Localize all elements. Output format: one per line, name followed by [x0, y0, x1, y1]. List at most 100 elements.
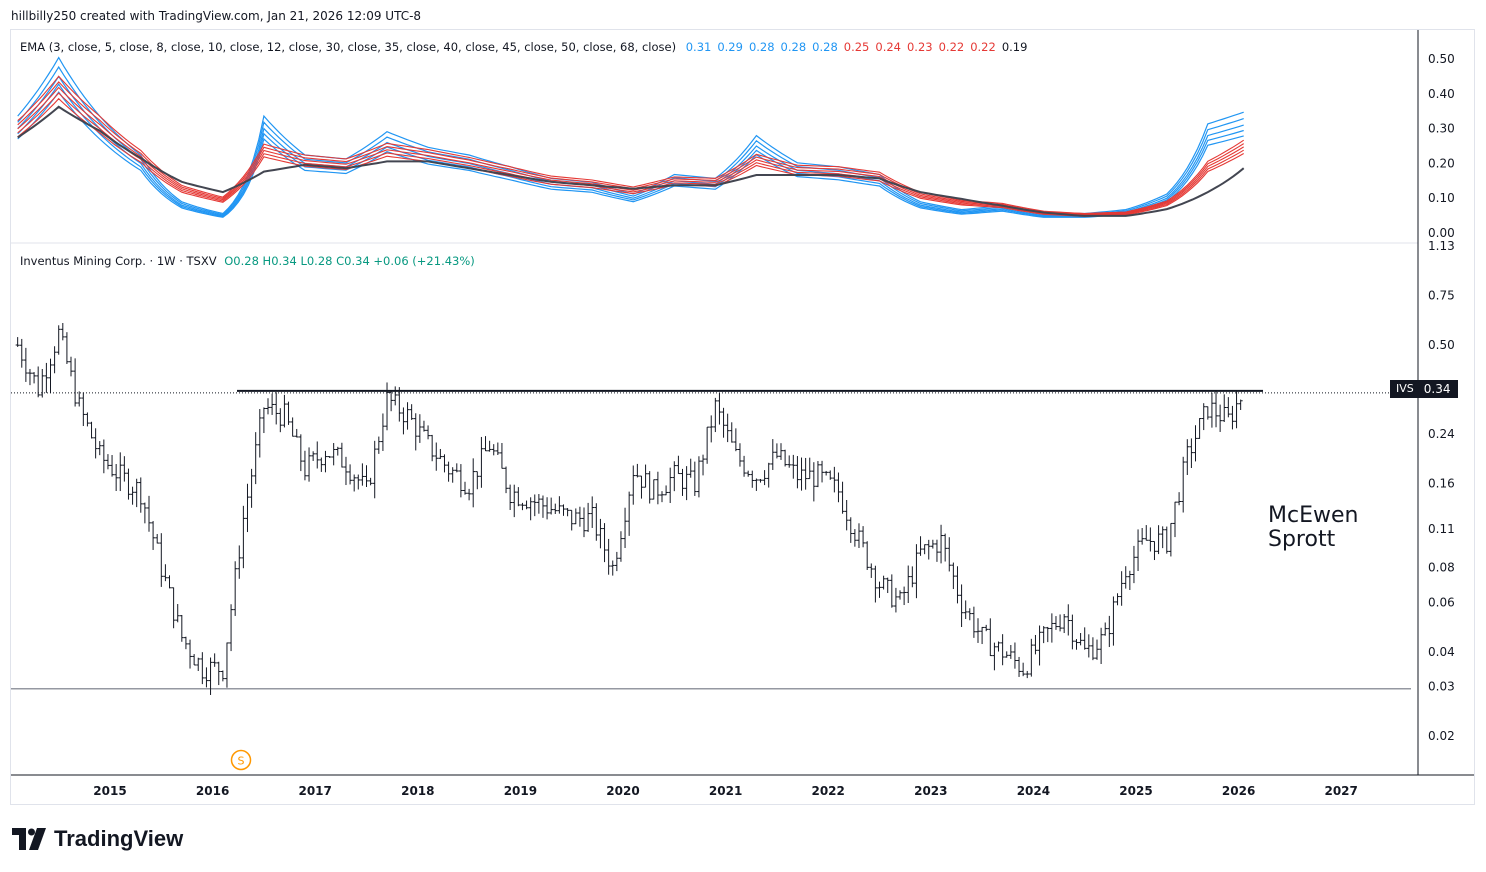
price-bar: [947, 537, 952, 572]
price-bar: [844, 499, 849, 531]
price-bar: [311, 451, 316, 461]
price-bar: [508, 484, 513, 510]
price-bar: [893, 587, 898, 613]
price-bar: [249, 468, 254, 508]
price-bar: [598, 518, 603, 549]
ema-plot: [17, 56, 1245, 218]
price-bar: [590, 496, 595, 528]
price-bar: [167, 575, 172, 589]
ema-value-8: 0.22: [938, 40, 965, 54]
price-bar: [684, 466, 689, 501]
price-bar: [1234, 391, 1239, 429]
price-bar: [352, 474, 357, 492]
price-bar: [60, 322, 65, 341]
price-bar: [577, 506, 582, 527]
split-marker[interactable]: [230, 749, 252, 771]
price-bar: [635, 463, 640, 478]
price-plot: [11, 322, 1418, 695]
price-bar: [861, 526, 866, 548]
last-price-value: 0.34: [1419, 380, 1459, 398]
price-bar: [192, 654, 197, 666]
price-bar: [1111, 596, 1116, 646]
price-bar: [725, 413, 730, 443]
price-bar: [623, 507, 628, 549]
price-bar: [85, 412, 90, 427]
price-bar: [1070, 614, 1075, 650]
price-bar: [955, 566, 960, 604]
price-y-tick-label: 0.06: [1428, 596, 1455, 610]
price-y-tick-label: 0.16: [1428, 476, 1455, 490]
price-bar: [183, 636, 188, 650]
price-bar: [335, 446, 340, 456]
price-bar: [389, 390, 394, 412]
ema-y-tick-label: 0.50: [1428, 52, 1455, 66]
price-bar: [122, 456, 127, 482]
price-y-tick-label: 0.24: [1428, 427, 1455, 441]
price-bar: [491, 444, 496, 456]
price-bar: [77, 391, 82, 407]
price-bar: [939, 524, 944, 564]
price-bar: [1012, 642, 1017, 669]
price-bar: [1222, 394, 1227, 423]
price-bar: [988, 618, 993, 657]
price-bar: [364, 465, 369, 488]
price-bar: [643, 464, 648, 488]
price-bar: [963, 600, 968, 620]
ema-value-4: 0.28: [812, 40, 838, 54]
price-bar: [430, 434, 435, 462]
price-bar: [836, 472, 841, 503]
price-bar: [385, 382, 390, 431]
chart-annotation[interactable]: McEwen Sprott: [1268, 504, 1358, 552]
price-bar: [1074, 639, 1079, 650]
last-price-tag[interactable]: IVS 0.34: [1390, 380, 1459, 398]
price-bar: [1066, 604, 1071, 636]
price-bar: [1058, 614, 1063, 632]
ema-fast-line-2: [17, 75, 1244, 217]
price-bar: [380, 413, 385, 451]
price-bar: [520, 502, 525, 511]
price-bar: [840, 481, 845, 514]
price-bar: [807, 457, 812, 480]
price-bar: [36, 366, 41, 398]
price-bar: [1021, 662, 1026, 677]
price-bar: [1041, 626, 1046, 644]
price-bar: [696, 456, 701, 498]
price-bar: [413, 413, 418, 451]
price-bar: [44, 362, 49, 393]
ema-y-tick-label: 0.10: [1428, 191, 1455, 205]
price-bar: [852, 529, 857, 547]
price-bar: [376, 436, 381, 454]
chart-frame: [10, 29, 1475, 805]
price-bar: [253, 432, 258, 485]
price-bar: [791, 454, 796, 479]
price-bar: [951, 562, 956, 590]
price-bar: [97, 441, 102, 456]
price-bar: [323, 450, 328, 473]
ema-value-6: 0.24: [875, 40, 901, 54]
price-bar: [372, 440, 377, 499]
price-bar: [188, 639, 193, 669]
price-bar: [155, 534, 160, 544]
price-bar: [261, 407, 266, 434]
price-bar: [290, 417, 295, 437]
price-bar: [454, 463, 459, 473]
price-bar: [586, 502, 591, 532]
price-bar: [971, 606, 976, 638]
price-legend[interactable]: Inventus Mining Corp. · 1W · TSXV O0.28 …: [20, 254, 475, 268]
ema-legend[interactable]: EMA (3, close, 5, close, 8, close, 10, c…: [20, 40, 1027, 54]
price-bar: [582, 507, 587, 538]
price-bar: [1053, 616, 1058, 630]
price-bar: [1148, 527, 1153, 552]
price-bar: [651, 479, 656, 500]
price-y-tick-label: 1.13: [1428, 239, 1455, 253]
price-bar: [204, 667, 209, 688]
price-bar: [906, 565, 911, 603]
price-bar: [729, 422, 734, 443]
price-bar: [811, 462, 816, 502]
ema-68-line: [17, 105, 1245, 217]
price-bar: [397, 387, 402, 422]
ema-fast-line-4: [17, 91, 1244, 218]
price-bar: [594, 503, 599, 541]
price-bar: [278, 408, 283, 433]
